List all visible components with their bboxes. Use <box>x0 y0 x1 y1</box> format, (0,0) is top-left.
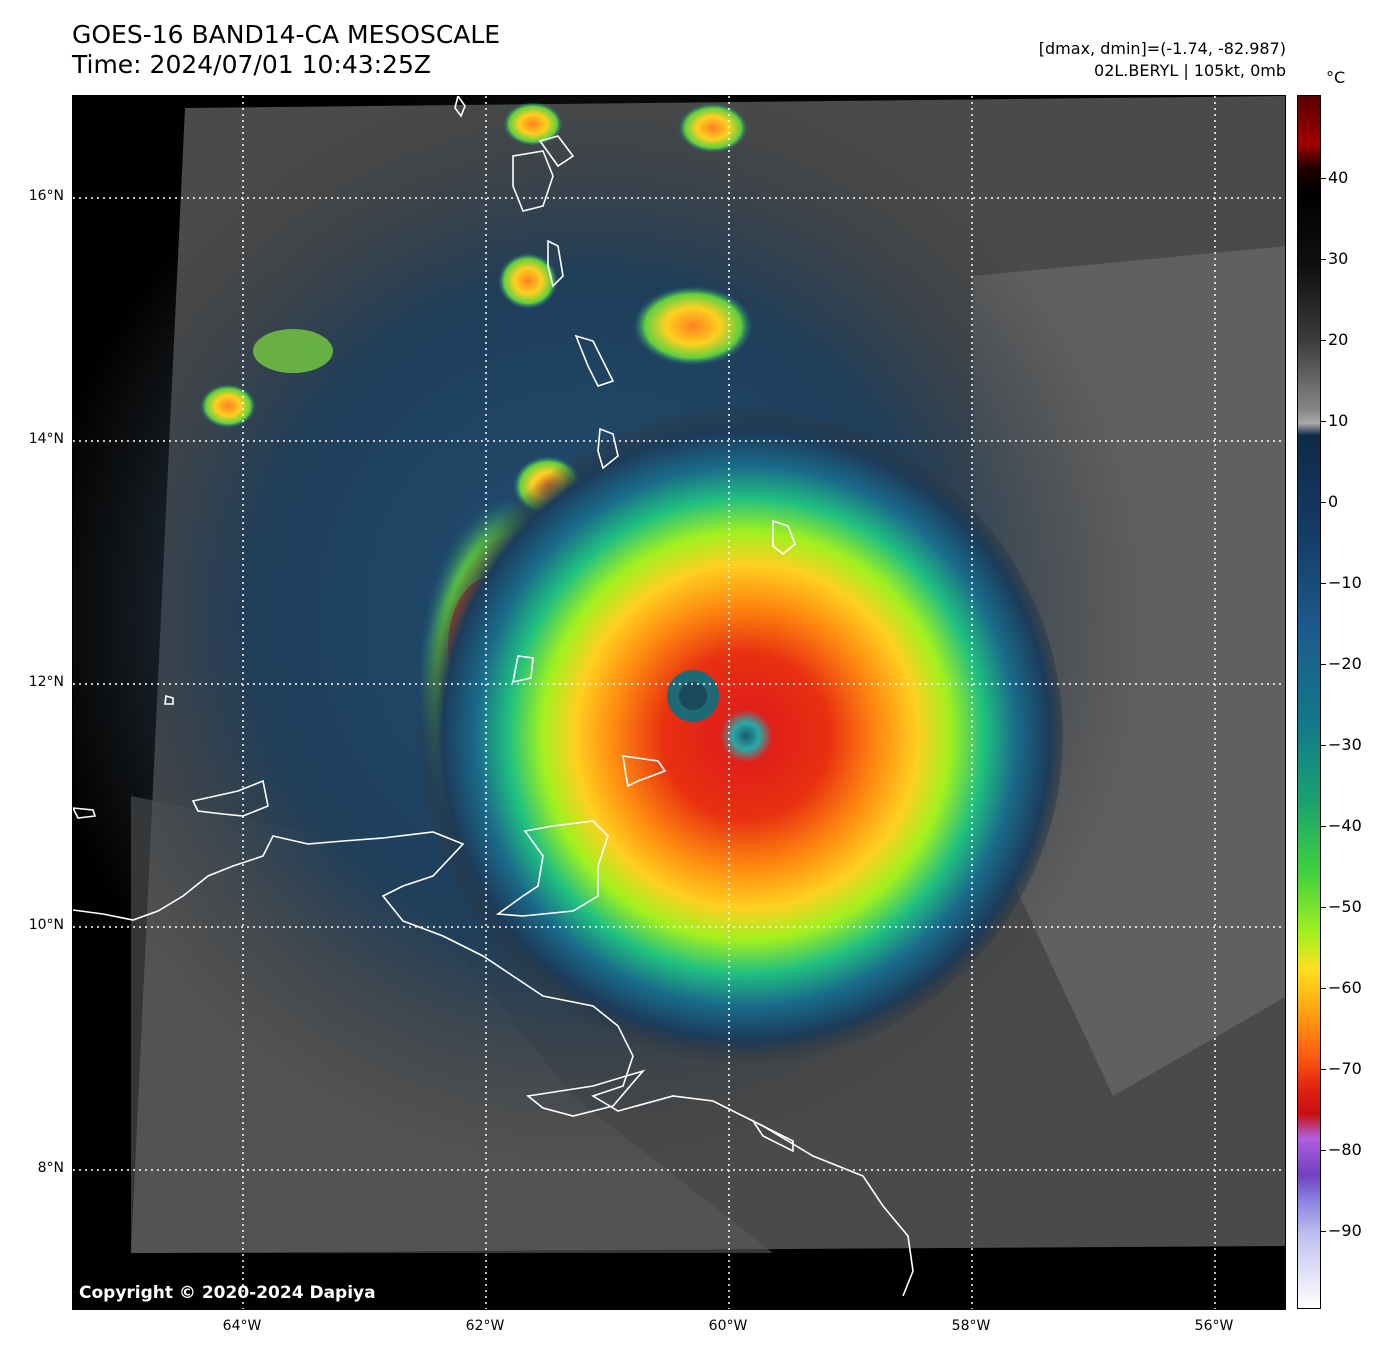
colorbar-tick-mark <box>1321 178 1326 179</box>
graticule <box>73 96 1285 1309</box>
lon-label-60w: 60°W <box>708 1318 748 1334</box>
title-product: GOES-16 BAND14-CA MESOSCALE <box>72 20 501 49</box>
colorbar-tick-mark <box>1321 340 1326 341</box>
lon-label-58w: 58°W <box>951 1318 991 1334</box>
colorbar <box>1297 95 1321 1309</box>
colorbar-tick-label: −90 <box>1328 1221 1362 1240</box>
colorbar-tick-mark <box>1321 907 1326 908</box>
colorbar-tick-label: 30 <box>1328 249 1349 268</box>
colorbar-tick-mark <box>1321 1069 1326 1070</box>
hurricane-cdo <box>403 406 1063 1066</box>
colorbar-tick-mark <box>1321 583 1326 584</box>
colorbar-unit: °C <box>1326 68 1346 87</box>
lat-label-8n: 8°N <box>37 1160 64 1176</box>
colorbar-tick-mark <box>1321 502 1326 503</box>
colorbar-tick-label: 10 <box>1328 411 1349 430</box>
storm-name-label: 02L.BERYL | 105kt, 0mb <box>1094 61 1286 80</box>
colorbar-tick-label: −20 <box>1328 654 1362 673</box>
chart-title: GOES-16 BAND14-CA MESOSCALE Time: 2024/0… <box>72 20 500 80</box>
colorbar-tick-label: −30 <box>1328 735 1362 754</box>
lon-label-64w: 64°W <box>222 1318 262 1334</box>
colorbar-tick-label: 0 <box>1328 492 1339 511</box>
lat-label-10n: 10°N <box>28 917 64 933</box>
colorbar-tick-mark <box>1321 745 1326 746</box>
coastlines <box>73 96 914 1297</box>
copyright-label: Copyright © 2020-2024 Dapiya <box>79 1283 376 1303</box>
colorbar-tick-label: −40 <box>1328 816 1362 835</box>
colorbar-tick-label: −70 <box>1328 1059 1362 1078</box>
colorbar-tick-label: 20 <box>1328 330 1349 349</box>
lon-label-56w: 56°W <box>1194 1318 1234 1334</box>
colorbar-tick-label: 40 <box>1328 168 1349 187</box>
data-range-label: [dmax, dmin]=(-1.74, -82.987) <box>1038 39 1286 58</box>
satellite-map: Copyright © 2020-2024 Dapiya <box>72 95 1286 1310</box>
colorbar-tick-mark <box>1321 826 1326 827</box>
lat-label-16n: 16°N <box>28 188 64 204</box>
colorbar-tick-mark <box>1321 1150 1326 1151</box>
colorbar-tick-label: −50 <box>1328 897 1362 916</box>
colorbar-tick-mark <box>1321 988 1326 989</box>
satellite-imagery <box>73 96 1285 1309</box>
colorbar-tick-mark <box>1321 259 1326 260</box>
lon-label-62w: 62°W <box>465 1318 505 1334</box>
colorbar-tick-mark <box>1321 421 1326 422</box>
lat-label-14n: 14°N <box>28 431 64 447</box>
lat-label-12n: 12°N <box>28 674 64 690</box>
storm-info: [dmax, dmin]=(-1.74, -82.987) 02L.BERYL … <box>1039 38 1286 82</box>
colorbar-tick-label: −60 <box>1328 978 1362 997</box>
colorbar-tick-mark <box>1321 664 1326 665</box>
colorbar-tick-label: −10 <box>1328 573 1362 592</box>
colorbar-tick-label: −80 <box>1328 1140 1362 1159</box>
colorbar-tick-mark <box>1321 1231 1326 1232</box>
title-time: Time: 2024/07/01 10:43:25Z <box>72 50 431 79</box>
